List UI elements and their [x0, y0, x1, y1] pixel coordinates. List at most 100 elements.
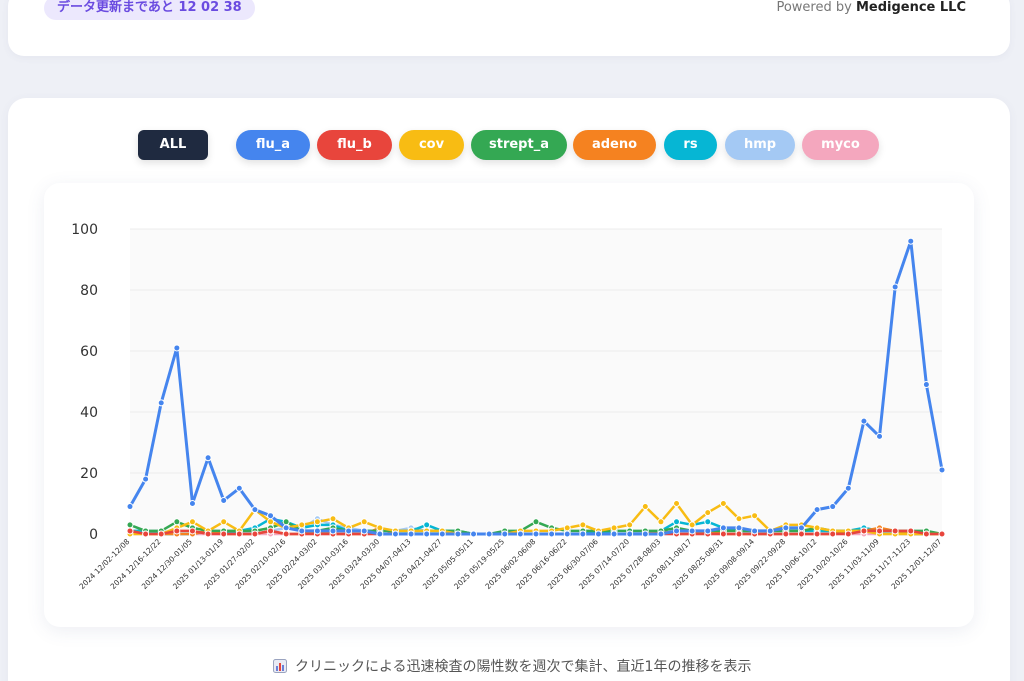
filter-rs-button[interactable]: rs — [664, 130, 717, 160]
data-point-flu_a — [735, 524, 743, 532]
data-point-flu_a — [704, 527, 712, 535]
update-countdown-badge: データ更新まであと 12 02 38 — [44, 0, 255, 20]
data-point-flu_b — [282, 530, 290, 538]
data-point-cov — [610, 524, 618, 532]
data-point-flu_a — [829, 503, 837, 511]
data-point-cov — [657, 518, 665, 526]
data-point-cov — [360, 518, 368, 526]
data-point-flu_b — [813, 530, 821, 538]
y-tick-label: 80 — [80, 283, 98, 299]
data-point-flu_b — [188, 527, 196, 535]
y-tick-label: 60 — [80, 344, 98, 360]
data-point-flu_b — [876, 527, 884, 535]
data-point-flu_a — [376, 530, 384, 538]
data-point-flu_a — [766, 527, 774, 535]
data-point-strept_a — [282, 518, 290, 526]
data-point-flu_a — [204, 454, 212, 462]
chart-icon — [272, 659, 287, 673]
filter-flu-a-button[interactable]: flu_a — [236, 130, 310, 160]
data-point-flu_a — [719, 524, 727, 532]
x-tick-label: 2024 12/02-12/08 — [77, 537, 131, 591]
data-point-flu_a — [298, 527, 306, 535]
data-point-flu_b — [251, 530, 259, 538]
data-point-flu_b — [173, 527, 181, 535]
data-point-flu_a — [688, 527, 696, 535]
data-point-flu_a — [157, 399, 165, 407]
filter-bar: ALL flu_a flu_b cov strept_a adeno rs hm… — [0, 130, 1024, 160]
data-point-cov — [329, 515, 337, 523]
data-point-flu_a — [173, 344, 181, 352]
data-point-cov — [298, 521, 306, 529]
data-point-rs — [704, 518, 712, 526]
data-point-cov — [641, 503, 649, 511]
data-point-flu_b — [220, 530, 228, 538]
data-point-flu_b — [829, 530, 837, 538]
filter-adeno-button[interactable]: adeno — [573, 130, 656, 160]
update-countdown-value: 12 02 38 — [178, 0, 242, 15]
data-point-flu_a — [407, 530, 415, 538]
data-point-flu_b — [719, 530, 727, 538]
data-point-flu_b — [735, 530, 743, 538]
data-point-cov — [704, 509, 712, 517]
data-point-flu_a — [235, 484, 243, 492]
data-point-flu_a — [360, 527, 368, 535]
data-point-flu_a — [548, 530, 556, 538]
data-point-cov — [579, 521, 587, 529]
filter-hmp-button[interactable]: hmp — [725, 130, 795, 160]
data-point-flu_b — [907, 527, 915, 535]
chart-caption-text: クリニックによる迅速検査の陽性数を週次で集計、直近1年の推移を表示 — [294, 659, 752, 675]
data-point-flu_b — [142, 530, 150, 538]
data-point-flu_a — [454, 530, 462, 538]
data-point-cov — [563, 524, 571, 532]
data-point-flu_a — [938, 466, 946, 474]
chart-card: 0 20 40 60 80 100 2024 12/02-12/08 2024 12/16-1… — [44, 183, 974, 627]
data-point-cov — [688, 521, 696, 529]
filter-all-button[interactable]: ALL — [138, 130, 208, 160]
data-point-strept_a — [126, 521, 134, 529]
data-point-cov — [626, 521, 634, 529]
data-point-cov — [220, 518, 228, 526]
data-point-flu_b — [891, 527, 899, 535]
header-card: データ更新まであと 12 02 38 Powered by Medigence … — [8, 0, 1010, 56]
data-point-flu_a — [516, 530, 524, 538]
data-point-flu_a — [797, 524, 805, 532]
filter-strept-a-button[interactable]: strept_a — [471, 130, 567, 160]
data-point-cov — [673, 500, 681, 507]
data-point-flu_a — [220, 496, 228, 504]
data-point-flu_a — [126, 503, 134, 511]
data-point-rs — [673, 518, 681, 526]
data-point-flu_b — [782, 530, 790, 538]
data-point-flu_a — [579, 530, 587, 538]
data-point-flu_b — [157, 530, 165, 538]
data-point-flu_a — [907, 237, 915, 245]
powered-by: Powered by Medigence LLC — [776, 0, 966, 15]
data-point-cov — [719, 500, 727, 507]
data-point-cov — [313, 518, 321, 526]
y-tick-label: 20 — [80, 466, 98, 482]
data-point-flu_a — [657, 530, 665, 538]
data-point-flu_a — [142, 475, 150, 483]
data-point-flu_b — [267, 527, 275, 535]
data-point-flu_a — [782, 524, 790, 532]
chart-caption: クリニックによる迅速検査の陽性数を週次で集計、直近1年の推移を表示 — [0, 656, 1024, 676]
data-point-flu_b — [235, 530, 243, 538]
data-point-flu_a — [610, 530, 618, 538]
data-point-flu_a — [501, 530, 509, 538]
data-point-flu_a — [188, 500, 196, 507]
data-point-flu_a — [563, 530, 571, 538]
data-point-flu_a — [391, 530, 399, 538]
data-point-flu_b — [204, 530, 212, 538]
data-point-cov — [188, 518, 196, 526]
data-point-cov — [735, 515, 743, 523]
data-point-flu_b — [844, 530, 852, 538]
filter-flu-b-button[interactable]: flu_b — [317, 130, 392, 160]
y-tick-label: 100 — [71, 222, 98, 238]
y-tick-label: 40 — [80, 405, 98, 421]
data-point-flu_a — [251, 506, 259, 514]
data-point-flu_a — [673, 527, 681, 535]
data-point-flu_a — [876, 432, 884, 440]
filter-myco-button[interactable]: myco — [802, 130, 879, 160]
filter-cov-button[interactable]: cov — [399, 130, 464, 160]
data-point-flu_a — [860, 417, 868, 425]
